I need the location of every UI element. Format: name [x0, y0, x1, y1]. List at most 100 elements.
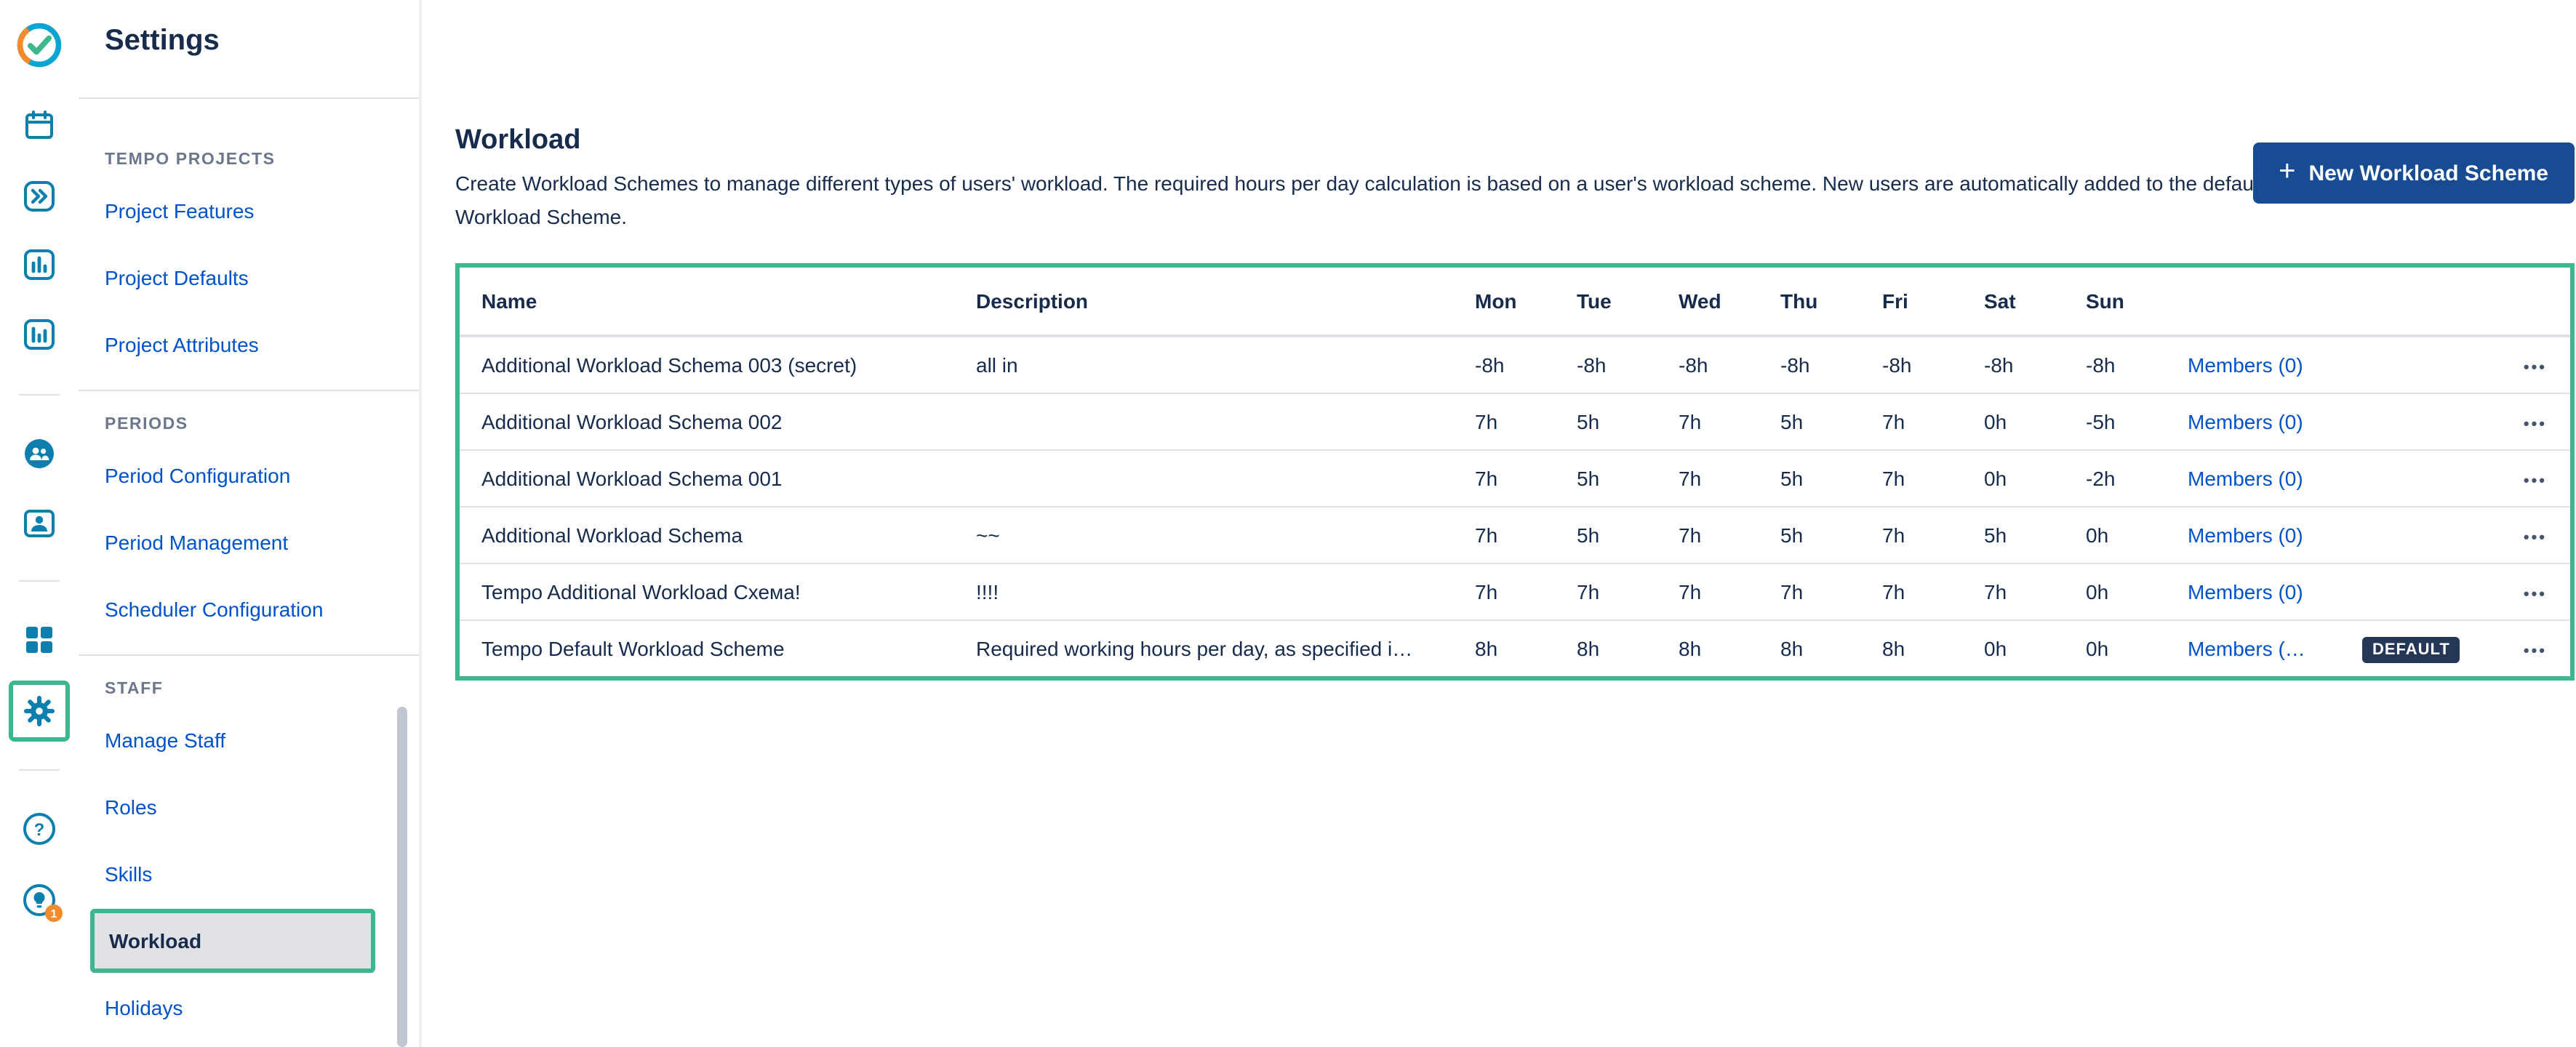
- hours-tue: 5h: [1577, 410, 1600, 433]
- workload-settings-panel: Workload Create Workload Schemes to mana…: [455, 0, 2575, 1047]
- members-cell: Members (0): [2188, 410, 2362, 433]
- members-link[interactable]: Members (0): [2188, 524, 2303, 547]
- column-header-description: Description: [976, 289, 1089, 313]
- workload-row: Tempo Additional Workload Схема!!!!! 7h 7h…: [460, 563, 2570, 619]
- new-workload-scheme-button[interactable]: + New Workload Scheme: [2252, 143, 2575, 204]
- hours-sat: 0h: [1984, 637, 2007, 660]
- hours-mon: 7h: [1475, 467, 1498, 490]
- actions-cell: •••: [2486, 637, 2570, 660]
- sidebar-item-holidays[interactable]: Holidays: [105, 996, 183, 1019]
- hours-wed: 8h: [1679, 637, 1702, 660]
- scheme-description: ~~: [976, 524, 1000, 547]
- tempo-logo-icon: [15, 20, 64, 70]
- rail-divider: [19, 769, 60, 771]
- double-chevron-icon[interactable]: [22, 179, 57, 214]
- hours-sun: 0h: [2086, 524, 2109, 547]
- workload-row: Additional Workload Schema 002 7h 5h 7h 5h 7h…: [460, 393, 2570, 449]
- help-icon[interactable]: ?: [22, 811, 57, 846]
- row-actions-button[interactable]: •••: [2523, 416, 2547, 433]
- hours-mon: 7h: [1475, 580, 1498, 603]
- nav-section-title: PERIODS: [105, 416, 188, 433]
- row-actions-button[interactable]: •••: [2523, 586, 2547, 603]
- hours-thu: 8h: [1780, 637, 1804, 660]
- members-link[interactable]: Members (…: [2188, 637, 2305, 660]
- calendar-icon[interactable]: [22, 108, 57, 143]
- members-link[interactable]: Members (0): [2188, 467, 2303, 490]
- actions-cell: •••: [2486, 353, 2570, 377]
- actions-cell: •••: [2486, 410, 2570, 433]
- workload-row: Additional Workload Schema ~~ 7h 5h 7h 5h 7h 5h…: [460, 506, 2570, 563]
- workload-row: Additional Workload Schema 003 (secret) a…: [460, 337, 2570, 393]
- user-card-icon[interactable]: [22, 506, 57, 541]
- sidebar-item-period-configuration[interactable]: Period Configuration: [105, 464, 291, 487]
- hours-sun: 0h: [2086, 580, 2109, 603]
- members-cell: Members (…: [2188, 637, 2362, 660]
- hours-thu: 7h: [1780, 580, 1804, 603]
- row-actions-button[interactable]: •••: [2523, 529, 2547, 547]
- sidebar-item-scheduler-configuration[interactable]: Scheduler Configuration: [105, 598, 324, 621]
- hours-sun: 0h: [2086, 637, 2109, 660]
- column-header-thu: Thu: [1780, 289, 1818, 313]
- badge-cell: DEFAULT: [2362, 635, 2486, 662]
- column-chart-icon[interactable]: [22, 317, 57, 352]
- bar-chart-icon[interactable]: [22, 247, 57, 282]
- sidebar-divider: [79, 654, 419, 656]
- gear-icon[interactable]: [22, 694, 57, 729]
- hours-thu: 5h: [1780, 467, 1804, 490]
- column-header-fri: Fri: [1882, 289, 1908, 313]
- members-cell: Members (0): [2188, 467, 2362, 490]
- scheme-description: !!!!: [976, 580, 999, 603]
- hours-wed: 7h: [1679, 410, 1702, 433]
- scheme-description: Required working hours per day, as speci…: [976, 637, 1413, 660]
- plus-icon: +: [2279, 156, 2296, 188]
- sidebar-item-skills[interactable]: Skills: [105, 862, 153, 886]
- hours-thu: 5h: [1780, 524, 1804, 547]
- workload-row: Tempo Default Workload Scheme Required wo…: [460, 619, 2570, 676]
- hours-fri: 7h: [1882, 467, 1905, 490]
- column-header-sun: Sun: [2086, 289, 2124, 313]
- members-link[interactable]: Members (0): [2188, 410, 2303, 433]
- hours-tue: 5h: [1577, 524, 1600, 547]
- hours-fri: 7h: [1882, 410, 1905, 433]
- scheme-name: Tempo Additional Workload Схема!: [481, 580, 801, 603]
- sidebar-scrollbar[interactable]: [397, 707, 407, 1047]
- members-link[interactable]: Members (0): [2188, 353, 2303, 377]
- sidebar-divider: [79, 390, 419, 391]
- page-title: Settings: [105, 25, 220, 57]
- members-cell: Members (0): [2188, 524, 2362, 547]
- hours-sun: -8h: [2086, 353, 2116, 377]
- hours-wed: 7h: [1679, 467, 1702, 490]
- hours-thu: -8h: [1780, 353, 1810, 377]
- sidebar-item-project-defaults[interactable]: Project Defaults: [105, 266, 249, 289]
- column-header-mon: Mon: [1475, 289, 1517, 313]
- sidebar-item-project-attributes[interactable]: Project Attributes: [105, 333, 259, 356]
- sidebar-item-workload[interactable]: Workload: [90, 909, 375, 973]
- row-actions-button[interactable]: •••: [2523, 473, 2547, 490]
- grid-icon[interactable]: [22, 622, 57, 657]
- hours-mon: -8h: [1475, 353, 1505, 377]
- hours-sat: 0h: [1984, 410, 2007, 433]
- sidebar-item-project-features[interactable]: Project Features: [105, 199, 255, 222]
- members-link[interactable]: Members (0): [2188, 580, 2303, 603]
- hours-wed: 7h: [1679, 524, 1702, 547]
- scheme-name: Additional Workload Schema 001: [481, 467, 783, 490]
- sidebar-item-period-management[interactable]: Period Management: [105, 531, 289, 554]
- section-heading: Workload: [455, 125, 581, 156]
- scheme-description: all in: [976, 353, 1018, 377]
- row-actions-button[interactable]: •••: [2523, 359, 2547, 377]
- hours-mon: 7h: [1475, 410, 1498, 433]
- row-actions-button[interactable]: •••: [2523, 643, 2547, 660]
- rail-divider: [19, 580, 60, 582]
- nav-section-title: TEMPO PROJECTS: [105, 151, 276, 169]
- sidebar-item-roles[interactable]: Roles: [105, 795, 157, 819]
- section-description: Create Workload Schemes to manage differ…: [455, 172, 2264, 228]
- hours-sun: -5h: [2086, 410, 2116, 433]
- hours-fri: -8h: [1882, 353, 1912, 377]
- team-icon[interactable]: [22, 436, 57, 471]
- actions-cell: •••: [2486, 580, 2570, 603]
- nav-section-title: STAFF: [105, 681, 164, 698]
- sidebar-item-manage-staff[interactable]: Manage Staff: [105, 729, 226, 752]
- lightbulb-icon[interactable]: 1: [22, 883, 63, 922]
- hours-mon: 8h: [1475, 637, 1498, 660]
